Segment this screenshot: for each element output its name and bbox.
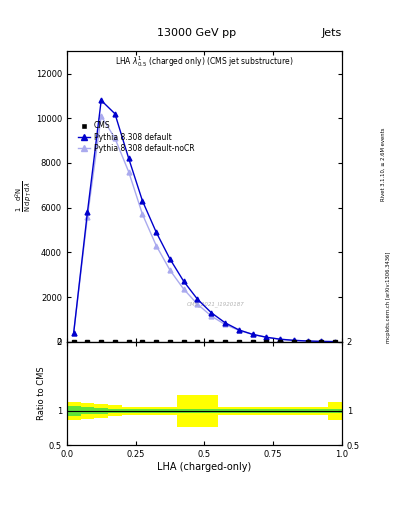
- Text: mcplots.cern.ch [arXiv:1306.3436]: mcplots.cern.ch [arXiv:1306.3436]: [386, 251, 391, 343]
- Y-axis label: $\frac{1}{\mathrm{N}} \frac{\mathrm{d}^2\mathrm{N}}{\mathrm{d}\,p_T\,\mathrm{d}\: $\frac{1}{\mathrm{N}} \frac{\mathrm{d}^2…: [13, 181, 34, 212]
- Text: CMS_2021_I1920187: CMS_2021_I1920187: [187, 301, 244, 307]
- Legend: CMS, Pythia 8.308 default, Pythia 8.308 default-noCR: CMS, Pythia 8.308 default, Pythia 8.308 …: [76, 119, 196, 155]
- Y-axis label: Ratio to CMS: Ratio to CMS: [37, 367, 46, 420]
- Text: Jets: Jets: [321, 28, 342, 38]
- Text: LHA $\lambda^{1}_{0.5}$ (charged only) (CMS jet substructure): LHA $\lambda^{1}_{0.5}$ (charged only) (…: [115, 54, 294, 69]
- Text: Rivet 3.1.10, ≥ 2.6M events: Rivet 3.1.10, ≥ 2.6M events: [381, 127, 386, 201]
- X-axis label: LHA (charged-only): LHA (charged-only): [157, 462, 252, 472]
- Text: 13000 GeV pp: 13000 GeV pp: [157, 28, 236, 38]
